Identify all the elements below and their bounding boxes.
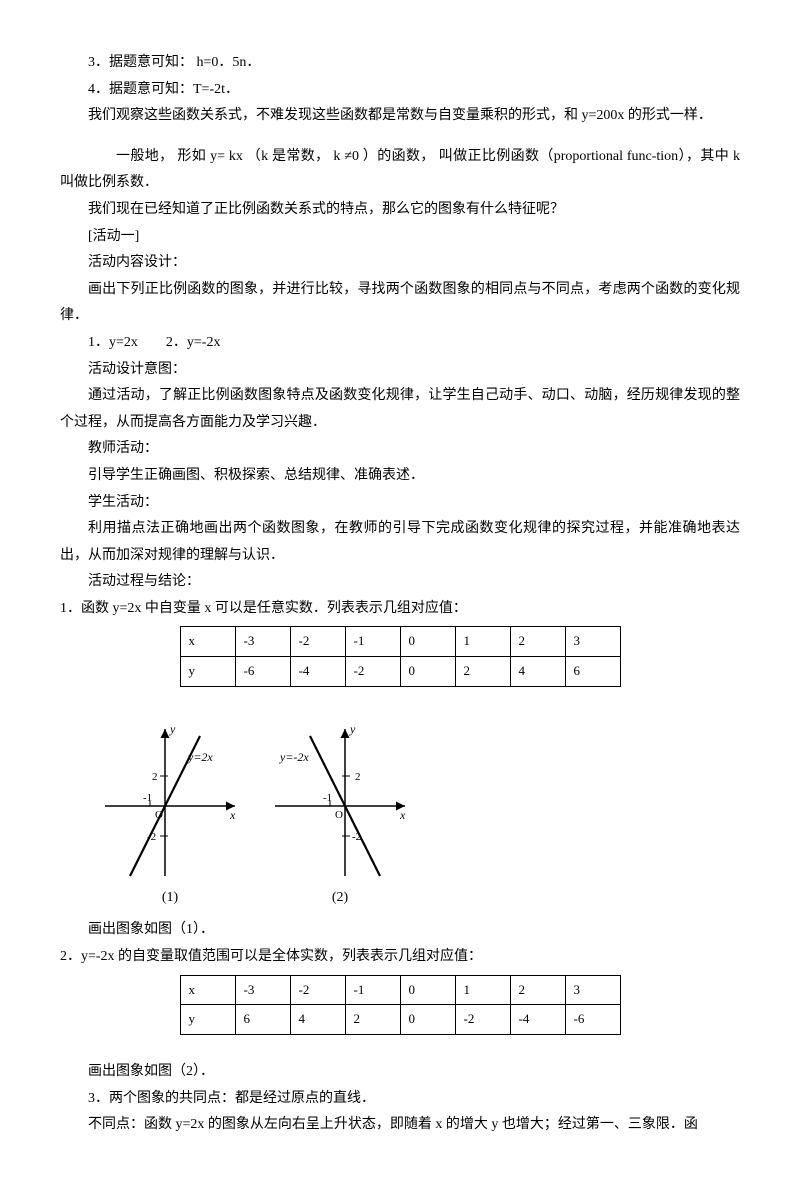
- line-common: 3．两个图象的共同点：都是经过原点的直线．: [60, 1086, 740, 1113]
- line-activity1: [活动一]: [60, 224, 740, 251]
- t2r6: -4: [510, 1005, 565, 1035]
- line-observe: 我们观察这些函数关系式，不难发现这些函数都是常数与自变量乘积的形式，和 y=20…: [60, 103, 740, 130]
- t1r7: 6: [565, 657, 620, 687]
- t2r7: -6: [565, 1005, 620, 1035]
- svg-text:y: y: [349, 722, 356, 736]
- t2r1: 6: [235, 1005, 290, 1035]
- line-process: 活动过程与结论：: [60, 569, 740, 596]
- graph-1-svg: x y O -1 2 -2 y=2x: [100, 721, 240, 881]
- line-design-intent: 活动设计意图：: [60, 357, 740, 384]
- line-teacher-body: 引导学生正确画图、积极探索、总结规律、准确表述．: [60, 463, 740, 490]
- line-3: 3．据题意可知： h=0．5n．: [60, 50, 740, 77]
- svg-text:2: 2: [152, 771, 158, 783]
- line-definition: 一般地， 形如 y= kx （k 是常数， k ≠0 ）的函数， 叫做正比例函数…: [60, 144, 740, 197]
- line-diff: 不同点：函数 y=2x 的图象从左向右呈上升状态，即随着 x 的增大 y 也增大…: [60, 1112, 740, 1139]
- t2r3: 2: [345, 1005, 400, 1035]
- t1h7: 3: [565, 627, 620, 657]
- t1h3: -1: [345, 627, 400, 657]
- graph1-eq: y=2x: [187, 750, 213, 764]
- t2r0: y: [180, 1005, 235, 1035]
- svg-text:y: y: [169, 722, 176, 736]
- t2r4: 0: [400, 1005, 455, 1035]
- svg-text:O: O: [335, 809, 343, 821]
- graph-2-svg: x y O -1 2 -2 y=-2x: [270, 721, 410, 881]
- line-func1: 1．函数 y=2x 中自变量 x 可以是任意实数．列表表示几组对应值：: [60, 596, 740, 623]
- graph-2: x y O -1 2 -2 y=-2x (2): [270, 721, 410, 912]
- graph-1: x y O -1 2 -2 y=2x (1): [100, 721, 240, 912]
- t2r5: -2: [455, 1005, 510, 1035]
- t2r2: 4: [290, 1005, 345, 1035]
- t1r4: 0: [400, 657, 455, 687]
- t2h4: 0: [400, 975, 455, 1005]
- graphs-row: x y O -1 2 -2 y=2x (1) x y O: [100, 721, 740, 912]
- graph2-eq: y=-2x: [279, 750, 309, 764]
- svg-text:x: x: [229, 808, 236, 822]
- line-functions: 1．y=2x 2．y=-2x: [60, 330, 740, 357]
- t2h3: -1: [345, 975, 400, 1005]
- t1h6: 2: [510, 627, 565, 657]
- t1r6: 4: [510, 657, 565, 687]
- table-yminus2x: x -3 -2 -1 0 1 2 3 y 6 4 2 0 -2 -4 -6: [180, 975, 621, 1035]
- line-4: 4．据题意可知：T=-2t．: [60, 77, 740, 104]
- svg-text:-1: -1: [323, 792, 332, 804]
- line-question: 我们现在已经知道了正比例函数关系式的特点，那么它的图象有什么特征呢？: [60, 197, 740, 224]
- t2h0: x: [180, 975, 235, 1005]
- graph2-caption: (2): [332, 885, 348, 912]
- t2h2: -2: [290, 975, 345, 1005]
- line-student-body: 利用描点法正确地画出两个函数图象，在教师的引导下完成函数变化规律的探究过程，并能…: [60, 516, 740, 569]
- svg-text:-1: -1: [143, 792, 152, 804]
- svg-text:2: 2: [355, 771, 361, 783]
- t1h2: -2: [290, 627, 345, 657]
- t2h7: 3: [565, 975, 620, 1005]
- t2h5: 1: [455, 975, 510, 1005]
- line-draw2: 画出图象如图（2）．: [60, 1059, 740, 1086]
- t1r1: -6: [235, 657, 290, 687]
- t1r2: -4: [290, 657, 345, 687]
- t1r5: 2: [455, 657, 510, 687]
- t1h5: 1: [455, 627, 510, 657]
- t1r0: y: [180, 657, 235, 687]
- table-y2x: x -3 -2 -1 0 1 2 3 y -6 -4 -2 0 2 4 6: [180, 626, 621, 686]
- line-teacher: 教师活动：: [60, 436, 740, 463]
- t1h4: 0: [400, 627, 455, 657]
- line-student: 学生活动：: [60, 490, 740, 517]
- t1r3: -2: [345, 657, 400, 687]
- line-draw-instruction: 画出下列正比例函数的图象，并进行比较，寻找两个函数图象的相同点与不同点，考虑两个…: [60, 277, 740, 330]
- line-intent-body: 通过活动，了解正比例函数图象特点及函数变化规律，让学生自己动手、动口、动脑，经历…: [60, 383, 740, 436]
- t1h0: x: [180, 627, 235, 657]
- t1h1: -3: [235, 627, 290, 657]
- t2h6: 2: [510, 975, 565, 1005]
- t2h1: -3: [235, 975, 290, 1005]
- graph1-caption: (1): [162, 885, 178, 912]
- line-draw1: 画出图象如图（1）．: [60, 917, 740, 944]
- svg-text:x: x: [399, 808, 406, 822]
- line-func2: 2．y=-2x 的自变量取值范围可以是全体实数，列表表示几组对应值：: [60, 944, 740, 971]
- line-content-design: 活动内容设计：: [60, 250, 740, 277]
